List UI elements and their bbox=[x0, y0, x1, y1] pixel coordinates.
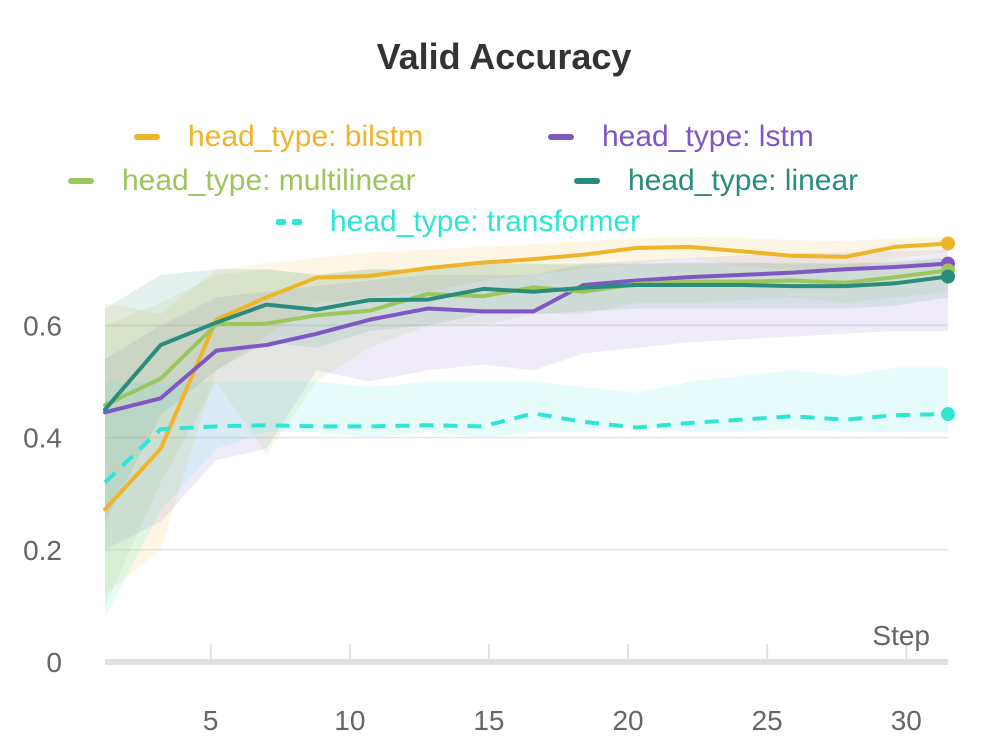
band-series-3 bbox=[105, 258, 948, 522]
line-series-1 bbox=[103, 261, 950, 415]
line-series-4 bbox=[103, 411, 949, 484]
y-tick-label: 0.4 bbox=[23, 423, 62, 454]
end-marker-series-0 bbox=[941, 236, 955, 251]
legend-swatch-transformer bbox=[276, 219, 302, 225]
legend-item-multilinear[interactable]: head_type: multilinear bbox=[68, 164, 416, 198]
y-tick-label: 0.6 bbox=[23, 310, 62, 341]
legend-swatch-multilinear bbox=[68, 178, 94, 184]
x-axis bbox=[105, 644, 948, 665]
legend-label-bilstm: head_type: bilstm bbox=[188, 120, 424, 153]
chart-title: Valid Accuracy bbox=[376, 36, 632, 77]
line-series-0 bbox=[103, 241, 950, 512]
line-series-2 bbox=[103, 268, 950, 408]
legend-item-lstm[interactable]: head_type: lstm bbox=[548, 120, 814, 154]
legend-swatch-bilstm bbox=[134, 134, 160, 140]
end-marker-series-3 bbox=[941, 269, 955, 284]
y-tick-label: 0.2 bbox=[23, 535, 62, 566]
band-series-1 bbox=[105, 249, 948, 550]
x-axis-label: Step bbox=[872, 620, 930, 651]
legend-item-bilstm[interactable]: head_type: bilstm bbox=[134, 120, 423, 154]
y-tick-label: 0 bbox=[46, 647, 62, 678]
tick-labels: 0 0.2 0.4 0.6 5 10 15 20 25 30 Step bbox=[23, 310, 930, 736]
x-tick-label: 20 bbox=[612, 705, 643, 736]
x-tick-label: 25 bbox=[752, 705, 783, 736]
band-series-2 bbox=[105, 258, 948, 606]
confidence-bands bbox=[105, 236, 948, 618]
legend-label-transformer: head_type: transformer bbox=[330, 205, 641, 238]
legend-item-linear[interactable]: head_type: linear bbox=[574, 164, 858, 198]
line-series-3 bbox=[103, 274, 950, 412]
legend-label-multilinear: head_type: multilinear bbox=[122, 164, 416, 197]
end-marker-series-4 bbox=[941, 407, 955, 422]
series-end-markers bbox=[941, 236, 955, 422]
legend-swatch-linear bbox=[574, 178, 600, 184]
legend-label-linear: head_type: linear bbox=[628, 164, 859, 197]
legend-label-lstm: head_type: lstm bbox=[602, 120, 814, 153]
legend-swatch-lstm bbox=[548, 134, 574, 140]
x-tick-label: 15 bbox=[473, 705, 504, 736]
x-tick-label: 30 bbox=[891, 705, 922, 736]
series-lines bbox=[103, 241, 950, 512]
band-series-4 bbox=[105, 367, 948, 618]
x-tick-label: 5 bbox=[203, 705, 219, 736]
x-tick-label: 10 bbox=[334, 705, 365, 736]
legend-item-transformer[interactable]: head_type: transformer bbox=[276, 205, 640, 239]
